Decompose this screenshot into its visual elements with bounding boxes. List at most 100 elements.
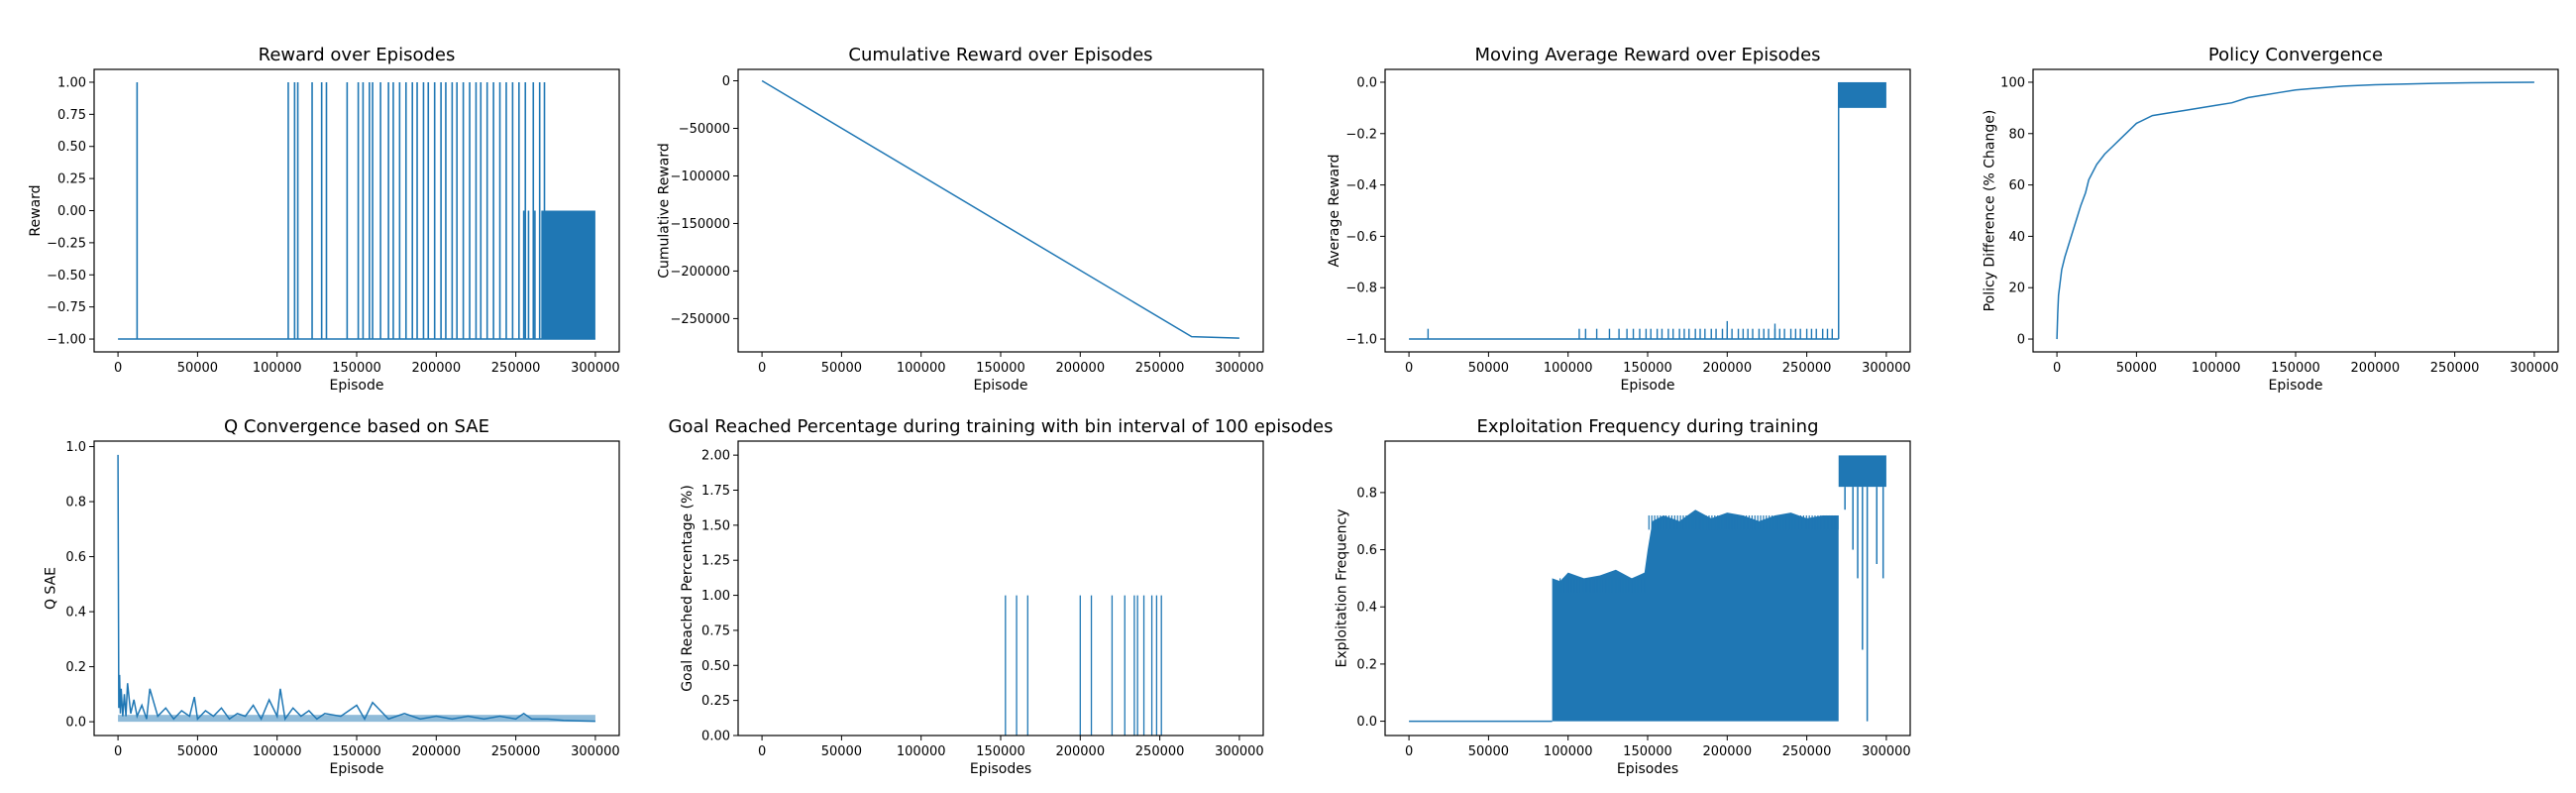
y-tick-label: 0.6 — [1356, 543, 1377, 558]
y-tick-label: 0.50 — [57, 140, 86, 155]
y-axis-label: Policy Difference (% Change) — [1983, 110, 1998, 312]
y-axis-label: Average Reward — [1327, 154, 1342, 267]
x-tick-label: 100000 — [2192, 361, 2241, 376]
x-axis-label: Episodes — [1617, 761, 1678, 777]
y-tick-label: 0 — [722, 74, 730, 89]
chart-moving_avg: 0 50000 100000 150000 200000 250000 300000 −1.0… — [1327, 45, 1911, 394]
y-tick-label: −150000 — [670, 217, 730, 232]
x-tick-label: 150000 — [332, 361, 381, 376]
series-line — [761, 79, 1239, 339]
x-tick-label: 200000 — [1702, 744, 1752, 759]
y-tick-label: 0.8 — [65, 496, 86, 510]
x-tick-label: 0 — [1405, 744, 1413, 759]
x-tick-label: 300000 — [1862, 361, 1911, 376]
y-tick-label: 0.00 — [57, 204, 86, 219]
y-tick-label: 0.75 — [701, 623, 730, 638]
x-axis-label: Episode — [974, 378, 1028, 394]
x-tick-label: 0 — [758, 361, 766, 376]
y-tick-label: −0.4 — [1345, 178, 1377, 193]
plot-area — [2056, 81, 2534, 340]
x-tick-label: 50000 — [177, 361, 218, 376]
y-tick-label: 0 — [2017, 333, 2025, 348]
plot-area — [1005, 595, 1162, 736]
y-tick-label: 0.4 — [65, 606, 86, 621]
exploit-band — [1552, 510, 1839, 722]
x-tick-label: 200000 — [1055, 744, 1105, 759]
chart-panels: 0 50000 100000 150000 200000 250000 300000−1.0… — [28, 45, 2559, 777]
x-axis-label: Episode — [330, 378, 384, 394]
x-tick-label: 0 — [114, 744, 122, 759]
chart-title: Q Convergence based on SAE — [224, 416, 489, 437]
x-tick-label: 300000 — [1215, 361, 1264, 376]
y-tick-label: 0.50 — [701, 659, 730, 674]
x-tick-label: 50000 — [1468, 744, 1509, 759]
y-tick-label: −0.75 — [47, 300, 86, 315]
x-tick-label: 150000 — [1623, 744, 1672, 759]
y-tick-label: 1.75 — [701, 484, 730, 499]
plot-area — [117, 454, 595, 723]
x-tick-label: 250000 — [1782, 744, 1832, 759]
axes-frame — [737, 440, 1264, 736]
y-tick-label: 40 — [2008, 230, 2025, 245]
x-tick-label: 50000 — [821, 744, 862, 759]
y-tick-label: −0.6 — [1345, 230, 1377, 245]
x-tick-label: 150000 — [2271, 361, 2320, 376]
chart-title: Goal Reached Percentage during training … — [668, 416, 1333, 437]
x-tick-label: 50000 — [2116, 361, 2157, 376]
y-tick-label: −100000 — [670, 170, 730, 184]
y-tick-label: −0.50 — [47, 269, 86, 283]
x-axis-label: Episode — [1621, 378, 1675, 394]
x-tick-label: 250000 — [1135, 361, 1185, 376]
x-tick-label: 300000 — [571, 361, 620, 376]
plot-area — [761, 79, 1239, 339]
y-tick-label: −0.2 — [1345, 127, 1377, 142]
x-tick-label: 100000 — [1544, 361, 1593, 376]
y-tick-label: 0.00 — [701, 730, 730, 744]
x-tick-label: 250000 — [491, 744, 541, 759]
y-tick-label: 0.2 — [65, 660, 86, 675]
y-tick-label: 20 — [2008, 282, 2025, 296]
y-tick-label: −1.0 — [1345, 333, 1377, 348]
y-tick-label: −0.8 — [1345, 282, 1377, 296]
x-tick-label: 50000 — [821, 361, 862, 376]
chart-title: Cumulative Reward over Episodes — [848, 45, 1152, 65]
chart-reward: 0 50000 100000 150000 200000 250000 300000 −1.0… — [28, 45, 620, 394]
reward-dense-band — [541, 210, 595, 340]
x-tick-label: 50000 — [177, 744, 218, 759]
y-tick-label: −200000 — [670, 265, 730, 280]
x-tick-label: 100000 — [253, 361, 302, 376]
x-tick-label: 50000 — [1468, 361, 1509, 376]
y-tick-label: −0.25 — [47, 236, 86, 251]
x-tick-label: 100000 — [253, 744, 302, 759]
y-tick-label: 1.00 — [701, 589, 730, 604]
x-axis-label: Episodes — [970, 761, 1031, 777]
axes-frame — [737, 68, 1264, 353]
axes-frame — [93, 68, 620, 353]
chart-q_sae: 0 50000 100000 150000 200000 250000 300000 0.0 0… — [44, 416, 620, 777]
x-tick-label: 0 — [114, 361, 122, 376]
y-tick-label: 2.00 — [701, 449, 730, 464]
y-tick-label: 0.25 — [57, 172, 86, 187]
x-tick-label: 250000 — [2430, 361, 2480, 376]
q-noise-floor — [118, 715, 595, 723]
x-tick-label: 250000 — [1782, 361, 1832, 376]
y-tick-label: 0.25 — [701, 694, 730, 709]
y-tick-label: 0.0 — [1356, 715, 1377, 730]
chart-policy: 0 50000 100000 150000 200000 250000 300000 0 20 4… — [1983, 45, 2559, 394]
x-tick-label: 0 — [758, 744, 766, 759]
chart-goal_pct: 0 50000 100000 150000 200000 250000 300000 0.00… — [668, 416, 1333, 777]
x-axis-label: Episode — [2269, 378, 2323, 394]
axes-frame — [93, 440, 620, 736]
x-tick-label: 100000 — [1544, 744, 1593, 759]
x-tick-label: 300000 — [571, 744, 620, 759]
chart-title: Moving Average Reward over Episodes — [1474, 45, 1820, 65]
series-line — [117, 454, 595, 723]
exploit-high-band — [1838, 455, 1886, 488]
x-tick-label: 300000 — [2510, 361, 2559, 376]
plot-area — [1409, 81, 1886, 340]
x-tick-label: 150000 — [332, 744, 381, 759]
x-axis-label: Episode — [330, 761, 384, 777]
avg-upper-band — [1838, 81, 1886, 108]
y-tick-label: 1.50 — [701, 518, 730, 533]
y-axis-label: Goal Reached Percentage (%) — [680, 485, 696, 692]
